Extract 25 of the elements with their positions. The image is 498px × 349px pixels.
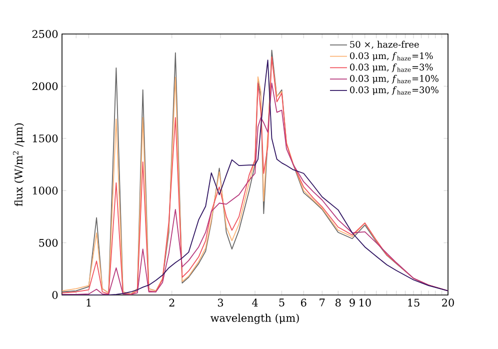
- y-tick-label: 1000: [32, 186, 58, 195]
- y-tick-label: 2500: [32, 30, 58, 38]
- x-tick-label: 10: [360, 298, 371, 307]
- legend-label: 0.03 μm, f$_{haze}$=1%: [350, 52, 433, 61]
- x-tick-label: 20: [442, 298, 454, 307]
- x-axis-title: wavelength (μm): [210, 314, 299, 324]
- x-tick-label: 2: [169, 298, 174, 306]
- legend-label: 50 ×, haze-free: [350, 40, 419, 49]
- x-tick-label: 6: [301, 298, 306, 307]
- legend-label: 0.03 μm, f$_{haze}$=3%: [350, 64, 433, 72]
- legend-label: 0.03 μm, f$_{haze}$=30%: [350, 86, 438, 95]
- y-tick-label: 0: [52, 291, 58, 299]
- x-tick-label: 7: [320, 298, 325, 306]
- x-tick-label: 1: [86, 298, 91, 306]
- y-tick-label: 1500: [32, 134, 58, 142]
- y-axis-title: flux (W/m$^{2}$ /μm): [12, 123, 25, 206]
- x-tick-label: 8: [336, 298, 341, 307]
- x-tick-label: 9: [350, 298, 355, 307]
- y-tick-label: 2000: [32, 82, 58, 90]
- x-tick-label: 5: [279, 298, 284, 306]
- y-tick-label: 500: [39, 238, 58, 247]
- legend-label: 0.03 μm, f$_{haze}$=10%: [350, 74, 438, 84]
- x-tick-label: 15: [408, 298, 420, 307]
- x-tick-label: 4: [252, 298, 258, 306]
- x-tick-label: 3: [218, 298, 224, 307]
